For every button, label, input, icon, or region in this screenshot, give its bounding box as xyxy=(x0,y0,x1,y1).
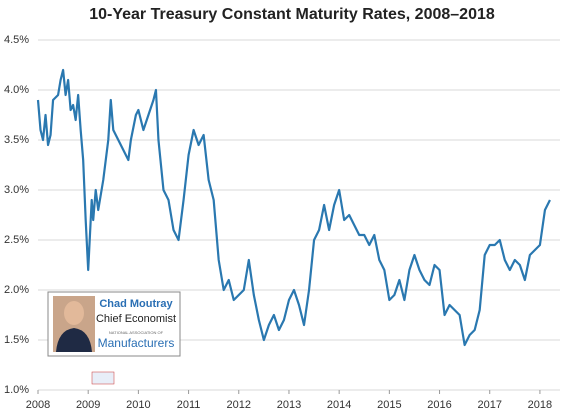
x-tick-label: 2008 xyxy=(26,399,50,411)
inset-role: Chief Economist xyxy=(96,313,176,325)
x-tick-label: 2012 xyxy=(227,399,251,411)
y-tick-label: 1.0% xyxy=(4,384,29,396)
y-tick-label: 2.5% xyxy=(4,234,29,246)
y-tick-label: 3.0% xyxy=(4,184,29,196)
y-tick-label: 1.5% xyxy=(4,334,29,346)
inset-org-small: NATIONAL ASSOCIATION OF xyxy=(109,330,164,335)
x-tick-label: 2017 xyxy=(477,399,501,411)
x-tick-label: 2018 xyxy=(528,399,552,411)
inset-name: Chad Moutray xyxy=(99,298,173,310)
y-tick-label: 4.0% xyxy=(4,84,29,96)
rate-line xyxy=(36,68,551,347)
y-tick-label: 2.0% xyxy=(4,284,29,296)
x-tick-label: 2009 xyxy=(76,399,100,411)
photo-suit xyxy=(56,328,92,352)
x-tick-label: 2013 xyxy=(277,399,301,411)
photo-face xyxy=(64,301,84,325)
y-tick-label: 4.5% xyxy=(4,34,29,46)
x-tick-label: 2010 xyxy=(126,399,150,411)
chart-title: 10-Year Treasury Constant Maturity Rates… xyxy=(89,6,495,23)
x-tick-label: 2011 xyxy=(177,399,201,411)
x-tick-label: 2016 xyxy=(427,399,451,411)
y-tick-label: 3.5% xyxy=(4,134,29,146)
inset-org: Manufacturers xyxy=(98,336,175,350)
small-logo xyxy=(91,371,115,385)
x-tick-label: 2014 xyxy=(327,399,351,411)
x-tick-label: 2015 xyxy=(377,399,401,411)
inset-card: Chad Moutray Chief Economist NATIONAL AS… xyxy=(47,291,181,385)
